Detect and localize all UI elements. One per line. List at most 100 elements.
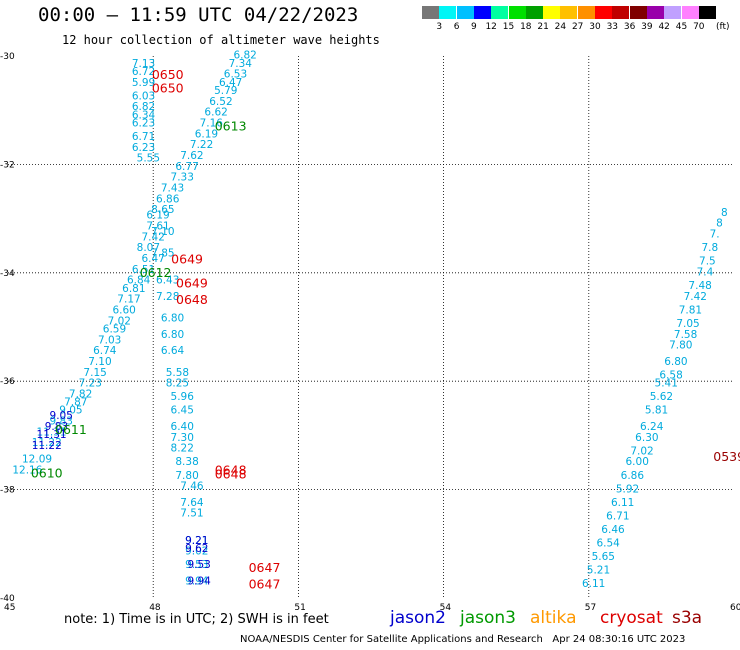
swh-value-label: 9.21 [185,535,208,547]
pass-time-label: 0650 [152,81,184,96]
colorbar-swatch [595,6,612,19]
swh-value-label: 7.33 [171,172,194,184]
colorbar-swatch [629,6,647,19]
colorbar-label: 15 [502,22,515,32]
credit-line: NOAA/NESDIS Center for Satellite Applica… [240,634,686,645]
swh-value-label: 7.62 [180,150,203,162]
swh-value-label: 5.58 [166,367,189,379]
swh-value-label: 7.85 [151,248,174,260]
colorbar-label: 12 [485,22,497,32]
swh-value-label: 6.72 [132,66,155,78]
lon-tick-label: 60 [730,603,740,613]
swh-value-label: 9.94 [185,575,209,587]
swh-value-label: 9.02 [185,546,208,558]
swh-value-label: 6.03 [132,90,155,102]
swh-value-label: 5.65 [592,551,615,563]
swh-value-label: 7.30 [171,432,194,444]
lat-tick-label: -38 [0,486,15,496]
colorbar-label: 30 [589,22,601,32]
legend-altika: altika [530,608,577,628]
lat-tick-label: -40 [0,594,15,604]
swh-value-label: 7.15 [83,367,106,379]
swh-value-label: 7.64 [180,497,204,509]
lon-tick-label: 57 [585,603,596,613]
swh-value-label: 6.80 [161,329,184,341]
pass-time-label: 0650 [152,67,184,82]
note-text: note: 1) Time is in UTC; 2) SWH is in fe… [64,612,329,627]
swh-value-label: 9.94 [187,575,211,587]
pass-time-label: 0649 [171,251,203,266]
swh-value-label: 11.31 [37,426,67,438]
swh-value-label: 5.21 [587,565,610,577]
swh-value-label: 6.59 [103,323,126,335]
swh-value-label: 5.41 [655,378,678,390]
swh-value-label: 6.64 [161,345,185,357]
swh-value-label: 9.62 [185,543,208,555]
swh-value-label: 5.62 [650,391,673,403]
swh-value-label: 7.28 [156,291,179,303]
swh-value-label: 6.11 [582,578,605,590]
swh-value-label: 6.74 [93,345,117,357]
swh-value-label: 7.43 [161,183,184,195]
swh-value-label: 6.23 [132,117,155,129]
colorbar-swatch [508,6,526,19]
colorbar-label: 6 [453,22,460,32]
swh-value-label: 6.19 [195,128,218,140]
swh-value-label: 8.25 [166,378,189,390]
swh-value-label: 7.34 [229,58,253,70]
swh-value-label: 8 [716,218,723,230]
swh-value-label: 7.82 [69,388,92,400]
colorbar-label: 33 [606,22,619,32]
colorbar-unit: (ft) [716,22,730,32]
swh-value-label: 9.53 [185,559,208,571]
swh-value-label: 7.80 [175,470,198,482]
swh-value-label: 9.05 [50,410,73,422]
pass-time-label: 0647 [249,560,281,575]
colorbar-swatch [612,6,630,19]
colorbar-label: 70 [693,22,705,32]
swh-value-label: 7.5 [699,256,716,268]
swh-value-label: 6.77 [175,161,198,173]
swh-value-label: 7.46 [180,481,204,493]
swh-value-label: 6.80 [161,313,184,325]
pass-time-label: 0648 [176,292,208,307]
colorbar-label: 39 [641,22,653,32]
swh-value-label: 6.82 [233,50,256,62]
swh-value-label: 7.58 [674,329,697,341]
swh-value-label: 6.24 [640,421,664,433]
pass-time-label: 0649 [176,276,208,291]
legend-jason3: jason3 [460,608,516,628]
swh-value-label: 11.22 [32,440,62,452]
pass-time-label: 0613 [215,118,247,133]
swh-value-label: 5.96 [171,391,195,403]
lon-tick-label: 48 [149,603,161,613]
swh-value-label: 8.38 [175,456,198,468]
swh-value-label: 5.79 [214,85,237,97]
swh-value-label: 7.10 [151,226,174,238]
pass-time-label: 0539 [713,449,740,464]
swh-value-label: 7.87 [64,397,87,409]
map-title: 00:00 – 11:59 UTC 04/22/2023 [38,4,359,26]
colorbar-swatch [664,6,682,19]
colorbar-label: 3 [436,22,443,32]
pass-time-label: 0648 [215,466,247,481]
legend-s3a: s3a [672,608,703,628]
swh-value-label: 7.42 [684,291,707,303]
lon-tick-label: 51 [294,603,305,613]
swh-value-label: 8.07 [137,242,160,254]
swh-value-label: 6.40 [171,421,194,433]
lat-tick-label: -32 [0,160,15,170]
colorbar-label: 9 [471,22,477,32]
swh-value-label: 6.53 [224,69,247,81]
swh-value-label: 9.83 [50,416,73,428]
swh-value-label: 7.4 [697,267,714,279]
colorbar-swatch [456,6,474,19]
swh-value-label: 6.60 [112,304,135,316]
swh-value-label: 12.16 [12,464,42,476]
colorbar-label: 27 [571,22,584,32]
swh-value-label: 6.81 [122,283,145,295]
colorbar-label: 21 [537,22,549,32]
swh-value-label: 6.19 [146,210,169,222]
swh-value-label: 9.21 [185,535,208,547]
swh-value-label: 7.22 [190,139,213,151]
